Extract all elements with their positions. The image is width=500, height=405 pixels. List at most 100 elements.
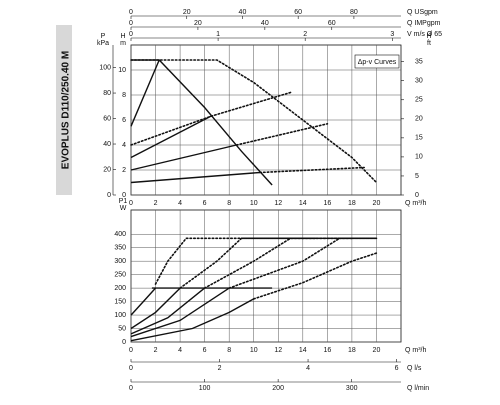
extra-axis-tick-label: 40 xyxy=(239,9,247,16)
extra-axis-tick-label: 80 xyxy=(350,9,358,16)
x-tick-label: 18 xyxy=(348,347,356,354)
y-axis-label: P1 xyxy=(119,198,128,205)
extra-axis-tick-label: 60 xyxy=(294,9,302,16)
y2-axis-unit: ft xyxy=(427,40,431,47)
x-tick-label: 16 xyxy=(323,347,331,354)
x-tick-label: 8 xyxy=(227,200,231,207)
x-tick-label: 10 xyxy=(250,347,258,354)
y2-tick-label: 35 xyxy=(415,58,423,65)
x-tick-label: 6 xyxy=(203,347,207,354)
plot-frame xyxy=(130,209,402,343)
y-axis-label: H xyxy=(120,33,125,40)
y-tick-label: 2 xyxy=(122,167,126,174)
extra-axis-label: V m/s Ø 65 xyxy=(407,31,442,38)
y-tick-label: 6 xyxy=(122,117,126,124)
y-tick-label: 150 xyxy=(114,298,126,305)
y3-axis-label: P xyxy=(101,33,106,40)
curve xyxy=(130,287,206,335)
y-tick-label: 0 xyxy=(122,192,126,199)
y-tick-label: 4 xyxy=(122,142,126,149)
extra-axis-tick-label: 200 xyxy=(272,385,284,392)
y-tick-label: 250 xyxy=(114,271,126,278)
y-tick-label: 8 xyxy=(122,92,126,99)
y2-tick-label: 15 xyxy=(415,135,423,142)
curve xyxy=(130,171,260,184)
extra-axis-tick-label: 40 xyxy=(261,20,269,27)
y-tick-label: 350 xyxy=(114,245,126,252)
extra-axis-tick-label: 20 xyxy=(194,20,202,27)
y-axis-unit: m xyxy=(120,40,126,47)
curve xyxy=(235,123,329,146)
extra-axis-tick-label: 0 xyxy=(129,365,133,372)
y-tick-label: 100 xyxy=(114,312,126,319)
curve xyxy=(130,91,292,146)
y-tick-label: 10 xyxy=(118,67,126,74)
extra-axis-tick-label: 6 xyxy=(395,365,399,372)
y3-axis-unit: kPa xyxy=(97,40,109,47)
x-tick-label: 0 xyxy=(129,200,133,207)
extra-axis-tick-label: 0 xyxy=(129,20,133,27)
extra-axis-tick-label: 60 xyxy=(328,20,336,27)
curve xyxy=(130,59,160,127)
y3-tick-label: 40 xyxy=(103,141,111,148)
curve xyxy=(179,237,316,289)
annotation: Δp-v Curves xyxy=(358,59,397,66)
curve xyxy=(130,287,181,330)
curve xyxy=(130,115,212,159)
y3-tick-label: 60 xyxy=(103,115,111,122)
extra-axis-tick-label: 300 xyxy=(346,385,358,392)
x-tick-label: 0 xyxy=(129,347,133,354)
x-axis-label: Q m³/h xyxy=(405,347,426,354)
x-tick-label: 2 xyxy=(154,347,158,354)
curve xyxy=(203,237,353,289)
y2-tick-label: 5 xyxy=(415,173,419,180)
x-tick-label: 12 xyxy=(274,347,282,354)
curve xyxy=(259,166,365,174)
extra-axis-tick-label: 3 xyxy=(390,31,394,38)
y2-tick-label: 0 xyxy=(415,192,419,199)
extra-axis-tick-label: 2 xyxy=(303,31,307,38)
extra-axis-tick-label: 4 xyxy=(306,365,310,372)
curve xyxy=(252,252,378,300)
extra-axis-label: Q l/s xyxy=(407,365,422,372)
title-band xyxy=(56,25,72,195)
curve xyxy=(130,287,157,316)
extra-axis-label: Q l/min xyxy=(407,385,429,392)
y2-tick-label: 20 xyxy=(415,116,423,123)
extra-axis-tick-label: 0 xyxy=(129,385,133,392)
x-tick-label: 18 xyxy=(348,200,356,207)
extra-axis-label: Q USgpm xyxy=(407,9,438,16)
y3-tick-label: 20 xyxy=(103,166,111,173)
y-tick-label: 0 xyxy=(122,339,126,346)
y3-tick-label: 0 xyxy=(107,192,111,199)
x-tick-label: 20 xyxy=(373,347,381,354)
x-tick-label: 12 xyxy=(274,200,282,207)
x-tick-label: 8 xyxy=(227,347,231,354)
x-tick-label: 16 xyxy=(323,200,331,207)
curve xyxy=(131,59,273,186)
extra-axis-tick-label: 20 xyxy=(183,9,191,16)
x-tick-label: 14 xyxy=(299,347,307,354)
product-label: EVOPLUS D110/250.40 M xyxy=(61,51,72,169)
annotation-box xyxy=(354,54,400,69)
x-tick-label: 2 xyxy=(154,200,158,207)
y-axis-unit: W xyxy=(120,205,127,212)
x-tick-label: 6 xyxy=(203,200,207,207)
curve xyxy=(130,59,378,184)
curve xyxy=(228,237,378,289)
y-tick-label: 200 xyxy=(114,285,126,292)
y3-tick-label: 100 xyxy=(99,64,111,71)
x-tick-label: 20 xyxy=(373,200,381,207)
curve xyxy=(130,144,237,171)
curve xyxy=(154,237,378,285)
extra-axis-tick-label: 0 xyxy=(129,31,133,38)
extra-axis-tick-label: 100 xyxy=(199,385,211,392)
extra-axis-tick-label: 1 xyxy=(216,31,220,38)
x-tick-label: 4 xyxy=(178,200,182,207)
y-tick-label: 50 xyxy=(118,325,126,332)
extra-axis-tick-label: 0 xyxy=(129,9,133,16)
x-tick-label: 14 xyxy=(299,200,307,207)
y2-tick-label: 25 xyxy=(415,97,423,104)
y2-tick-label: 10 xyxy=(415,154,423,161)
